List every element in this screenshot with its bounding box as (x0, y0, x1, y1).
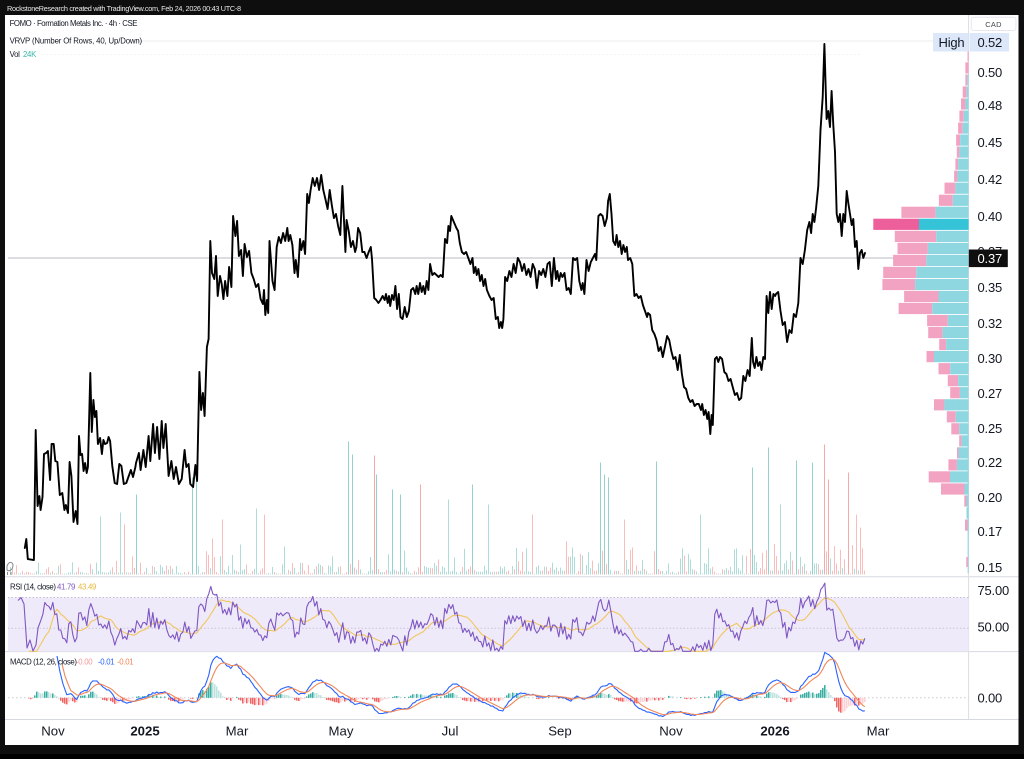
svg-text:Sep: Sep (548, 724, 571, 739)
svg-text:MACD (12, 26, close): MACD (12, 26, close) (10, 658, 77, 667)
svg-text:24K: 24K (23, 50, 37, 59)
svg-text:VRVP (Number Of Rows, 40, Up/D: VRVP (Number Of Rows, 40, Up/Down) (10, 37, 143, 46)
svg-text:2025: 2025 (130, 724, 159, 739)
svg-text:0.35: 0.35 (978, 280, 1003, 295)
svg-text:43.49: 43.49 (78, 583, 96, 592)
svg-text:0.27: 0.27 (978, 386, 1003, 401)
svg-text:0.45: 0.45 (978, 135, 1003, 150)
svg-text:CAD: CAD (985, 20, 1002, 29)
svg-text:75.00: 75.00 (978, 583, 1010, 598)
svg-text:Vol: Vol (10, 50, 21, 59)
svg-text:0.32: 0.32 (978, 316, 1003, 331)
svg-text:-0.00: -0.00 (76, 658, 93, 667)
svg-text:0.17: 0.17 (978, 524, 1003, 539)
svg-text:-0.01: -0.01 (98, 658, 114, 667)
svg-text:0.00: 0.00 (978, 690, 1003, 705)
svg-text:0.50: 0.50 (978, 65, 1003, 80)
svg-text:RockstoneResearch created with: RockstoneResearch created with TradingVi… (7, 4, 241, 13)
svg-text:Jul: Jul (442, 724, 459, 739)
svg-text:-0.01: -0.01 (117, 658, 133, 667)
svg-text:May: May (329, 724, 354, 739)
svg-text:0.48: 0.48 (978, 98, 1003, 113)
svg-text:High: High (939, 35, 965, 50)
svg-text:Nov: Nov (659, 724, 683, 739)
svg-text:0.40: 0.40 (978, 209, 1003, 224)
svg-text:FOMO · Formation Metals Inc. ·: FOMO · Formation Metals Inc. · 4h · CSE (10, 19, 138, 28)
svg-text:Mar: Mar (867, 724, 890, 739)
svg-text:Mar: Mar (226, 724, 249, 739)
svg-text:2026: 2026 (760, 724, 789, 739)
svg-text:0.15: 0.15 (978, 560, 1003, 575)
svg-text:0.20: 0.20 (978, 490, 1003, 505)
svg-text:41.79: 41.79 (57, 583, 75, 592)
svg-text:RSI (14, close): RSI (14, close) (10, 583, 56, 592)
svg-text:0.37: 0.37 (978, 251, 1003, 266)
svg-text:50.00: 50.00 (978, 620, 1010, 635)
svg-text:0.42: 0.42 (978, 172, 1003, 187)
svg-text:0.25: 0.25 (978, 421, 1003, 436)
svg-text:0.30: 0.30 (978, 351, 1003, 366)
svg-text:0.22: 0.22 (978, 455, 1003, 470)
svg-text:Nov: Nov (41, 724, 65, 739)
svg-text:0.52: 0.52 (978, 35, 1003, 50)
